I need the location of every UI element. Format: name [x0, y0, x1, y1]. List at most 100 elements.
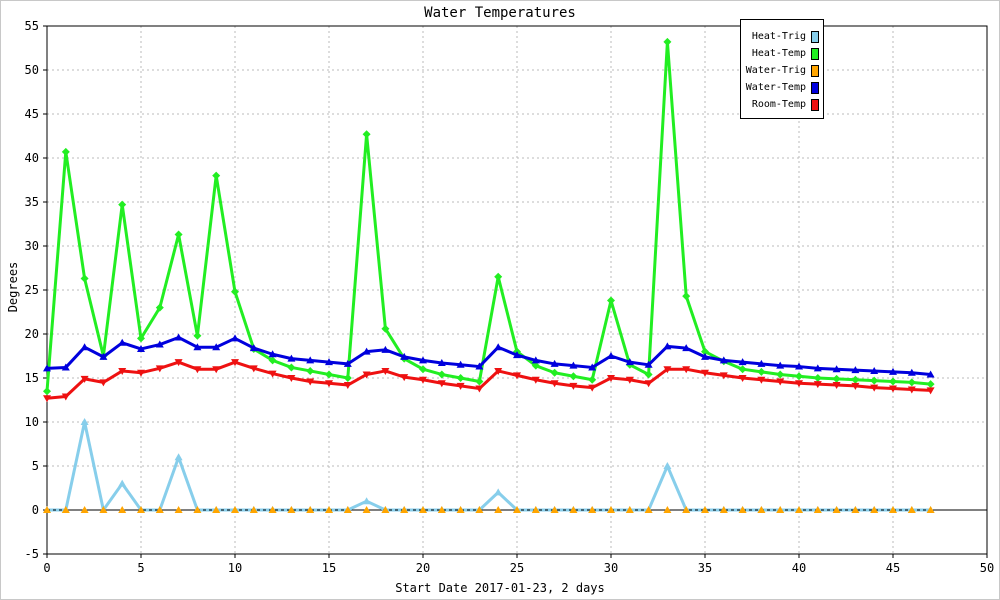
data-point-water-temp: [513, 351, 521, 359]
data-point-heat-temp: [701, 347, 709, 356]
y-tick-label: 20: [25, 327, 39, 341]
data-point-heat-temp: [362, 130, 371, 139]
data-point-water-temp: [719, 356, 728, 364]
data-point-room-temp: [550, 380, 559, 388]
data-point-water-temp: [870, 366, 879, 374]
data-point-room-temp: [118, 367, 127, 375]
data-point-heat-trig: [663, 462, 672, 469]
data-point-water-temp: [362, 347, 371, 355]
data-point-water-trig: [907, 506, 916, 513]
data-point-room-temp: [437, 380, 446, 388]
data-point-water-temp: [682, 344, 691, 352]
data-point-water-trig: [231, 506, 239, 513]
y-tick-label: 35: [25, 195, 39, 209]
data-point-water-temp: [400, 352, 409, 360]
data-point-heat-temp: [155, 303, 164, 312]
y-tick-label: 5: [32, 459, 39, 473]
legend-label: Water-Temp: [745, 82, 806, 93]
data-point-water-trig: [569, 506, 578, 513]
data-point-water-trig: [325, 506, 333, 513]
data-point-water-trig: [550, 506, 559, 513]
data-point-heat-temp: [644, 370, 653, 379]
data-point-heat-temp: [174, 230, 183, 239]
legend-swatch: [811, 30, 819, 43]
data-point-room-temp: [531, 376, 540, 384]
data-point-heat-temp: [118, 200, 127, 209]
data-point-heat-temp: [381, 324, 390, 333]
data-point-water-trig: [926, 506, 935, 513]
data-point-heat-temp: [813, 374, 822, 382]
data-point-heat-temp: [870, 376, 879, 385]
legend-label: Heat-Temp: [751, 48, 806, 59]
x-tick-label: 30: [604, 561, 618, 575]
data-point-room-temp: [795, 380, 803, 388]
data-point-room-temp: [343, 382, 352, 390]
series-line-room-temp: [46, 360, 931, 400]
data-point-water-temp: [174, 333, 183, 341]
data-point-heat-temp: [343, 374, 352, 382]
legend-item-water-trig: Water-Trig: [746, 64, 819, 77]
data-point-water-temp: [231, 334, 239, 342]
data-point-water-temp: [569, 361, 578, 369]
x-tick-label: 20: [416, 561, 430, 575]
data-point-water-temp: [907, 368, 916, 376]
data-point-room-temp: [889, 385, 897, 393]
data-point-water-temp: [118, 338, 127, 346]
x-axis-title: Start Date 2017-01-23, 2 days: [395, 581, 605, 595]
data-point-heat-temp: [795, 372, 803, 381]
data-point-water-trig: [174, 506, 183, 513]
data-point-heat-temp: [231, 287, 239, 296]
data-point-heat-temp: [776, 370, 785, 379]
x-tick-label: 5: [137, 561, 144, 575]
data-point-water-temp: [456, 360, 465, 368]
data-point-room-temp: [625, 376, 634, 384]
legend-item-heat-trig: Heat-Trig: [752, 30, 819, 43]
data-point-water-trig: [268, 506, 277, 513]
data-point-water-temp: [155, 340, 164, 348]
data-point-room-temp: [776, 378, 785, 386]
data-point-water-trig: [155, 506, 164, 513]
data-point-water-trig: [61, 506, 70, 513]
data-point-water-temp: [813, 364, 822, 372]
data-point-water-temp: [325, 358, 333, 366]
data-point-water-temp: [926, 370, 935, 378]
data-point-water-temp: [193, 343, 202, 351]
series-line-water-temp: [46, 336, 931, 376]
data-point-heat-temp: [268, 356, 277, 365]
data-point-water-trig: [249, 506, 258, 513]
data-point-water-temp: [701, 352, 709, 360]
data-point-water-temp: [851, 366, 860, 374]
y-tick-label: 40: [25, 151, 39, 165]
series-water-temp: [43, 333, 935, 378]
x-tick-label: 50: [980, 561, 994, 575]
data-point-water-temp: [663, 342, 672, 350]
y-axis-title: Degrees: [6, 261, 20, 313]
series-layer: [43, 37, 935, 513]
data-point-water-temp: [287, 354, 296, 362]
y-tick-label: 25: [25, 283, 39, 297]
y-tick-label: 45: [25, 107, 39, 121]
data-point-water-trig: [644, 506, 653, 513]
data-point-heat-trig: [494, 488, 503, 496]
data-point-water-trig: [381, 506, 390, 513]
data-point-water-trig: [343, 506, 352, 513]
tick-label-layer: -5 0 5 10 15 20 25 30 35 40 45 50 55 0 5 10 15 20 25 30 35 40…: [25, 19, 995, 575]
legend: Heat-Trig Heat-Temp Water-Trig Water-Temp Ro…: [740, 19, 824, 119]
data-point-heat-temp: [832, 374, 841, 383]
data-point-water-temp: [61, 363, 70, 371]
data-point-room-temp: [174, 359, 183, 367]
legend-label: Water-Trig: [745, 65, 806, 76]
data-point-water-trig: [757, 506, 766, 513]
y-tick-label: 55: [25, 19, 39, 33]
data-point-water-trig: [832, 506, 841, 513]
data-point-room-temp: [644, 380, 653, 388]
data-point-room-temp: [268, 370, 277, 378]
data-point-heat-trig: [174, 453, 183, 461]
data-point-water-temp: [795, 362, 803, 370]
x-tick-label: 0: [43, 561, 50, 575]
data-point-room-temp: [381, 367, 390, 375]
data-point-water-trig: [362, 506, 371, 513]
legend-swatch: [811, 98, 819, 111]
data-point-heat-temp: [531, 361, 540, 370]
